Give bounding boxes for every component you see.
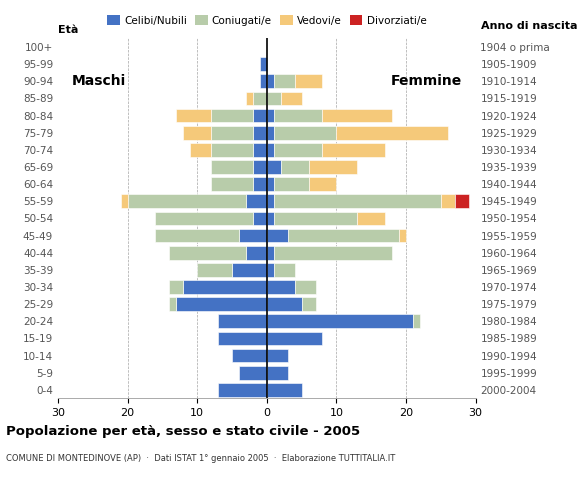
Bar <box>260 57 267 71</box>
Bar <box>274 126 336 140</box>
Bar <box>267 383 302 396</box>
Bar <box>176 108 211 122</box>
Bar <box>267 126 274 140</box>
Bar <box>169 297 176 311</box>
Text: COMUNE DI MONTEDINOVE (AP)  ·  Dati ISTAT 1° gennaio 2005  ·  Elaborazione TUTTI: COMUNE DI MONTEDINOVE (AP) · Dati ISTAT … <box>6 454 395 463</box>
Bar <box>169 246 246 260</box>
Bar <box>267 348 288 362</box>
Bar <box>336 126 448 140</box>
Bar <box>274 108 322 122</box>
Bar <box>253 143 267 156</box>
Bar <box>267 280 295 294</box>
Text: Età: Età <box>58 25 78 35</box>
Legend: Celibi/Nubili, Coniugati/e, Vedovi/e, Divorziati/e: Celibi/Nubili, Coniugati/e, Vedovi/e, Di… <box>103 11 430 30</box>
Bar <box>274 143 322 156</box>
Bar <box>288 228 399 242</box>
Text: Anno di nascita: Anno di nascita <box>481 21 577 31</box>
Text: Femmine: Femmine <box>390 74 462 88</box>
Bar <box>274 212 357 225</box>
Bar <box>267 143 274 156</box>
Bar <box>183 280 267 294</box>
Bar <box>455 194 469 208</box>
Bar <box>197 263 232 276</box>
Text: Popolazione per età, sesso e stato civile - 2005: Popolazione per età, sesso e stato civil… <box>6 425 360 438</box>
Bar <box>232 348 267 362</box>
Bar <box>232 263 267 276</box>
Bar <box>267 228 288 242</box>
Bar <box>267 92 281 105</box>
Bar <box>260 74 267 88</box>
Bar <box>322 143 385 156</box>
Bar <box>302 297 316 311</box>
Bar <box>357 212 385 225</box>
Bar <box>267 263 274 276</box>
Bar <box>155 228 239 242</box>
Bar <box>267 212 274 225</box>
Bar <box>267 332 322 345</box>
Bar <box>274 263 295 276</box>
Bar <box>218 332 267 345</box>
Bar <box>253 160 267 174</box>
Bar <box>128 194 246 208</box>
Bar <box>322 108 392 122</box>
Bar <box>413 314 420 328</box>
Bar <box>267 160 281 174</box>
Bar <box>281 92 302 105</box>
Bar <box>274 246 392 260</box>
Bar <box>239 228 267 242</box>
Bar <box>274 74 295 88</box>
Bar <box>253 212 267 225</box>
Bar <box>267 194 274 208</box>
Bar <box>295 280 316 294</box>
Bar <box>253 92 267 105</box>
Bar <box>169 280 183 294</box>
Bar <box>183 126 211 140</box>
Bar <box>246 194 267 208</box>
Bar <box>267 366 288 380</box>
Bar <box>211 143 253 156</box>
Bar <box>211 177 253 191</box>
Bar <box>218 383 267 396</box>
Bar <box>176 297 267 311</box>
Bar <box>190 143 211 156</box>
Bar <box>211 108 253 122</box>
Bar <box>121 194 128 208</box>
Bar <box>267 314 413 328</box>
Bar <box>267 74 274 88</box>
Bar <box>253 126 267 140</box>
Bar <box>246 92 253 105</box>
Bar <box>274 194 441 208</box>
Bar <box>218 314 267 328</box>
Bar <box>253 108 267 122</box>
Bar <box>281 160 309 174</box>
Bar <box>441 194 455 208</box>
Text: Maschi: Maschi <box>72 74 126 88</box>
Bar <box>267 108 274 122</box>
Bar <box>274 177 309 191</box>
Bar <box>239 366 267 380</box>
Bar <box>211 126 253 140</box>
Bar <box>211 160 253 174</box>
Bar <box>267 177 274 191</box>
Bar <box>155 212 253 225</box>
Bar <box>309 160 357 174</box>
Bar <box>253 177 267 191</box>
Bar <box>246 246 267 260</box>
Bar <box>267 246 274 260</box>
Bar <box>295 74 322 88</box>
Bar <box>309 177 336 191</box>
Bar <box>399 228 406 242</box>
Bar <box>267 297 302 311</box>
